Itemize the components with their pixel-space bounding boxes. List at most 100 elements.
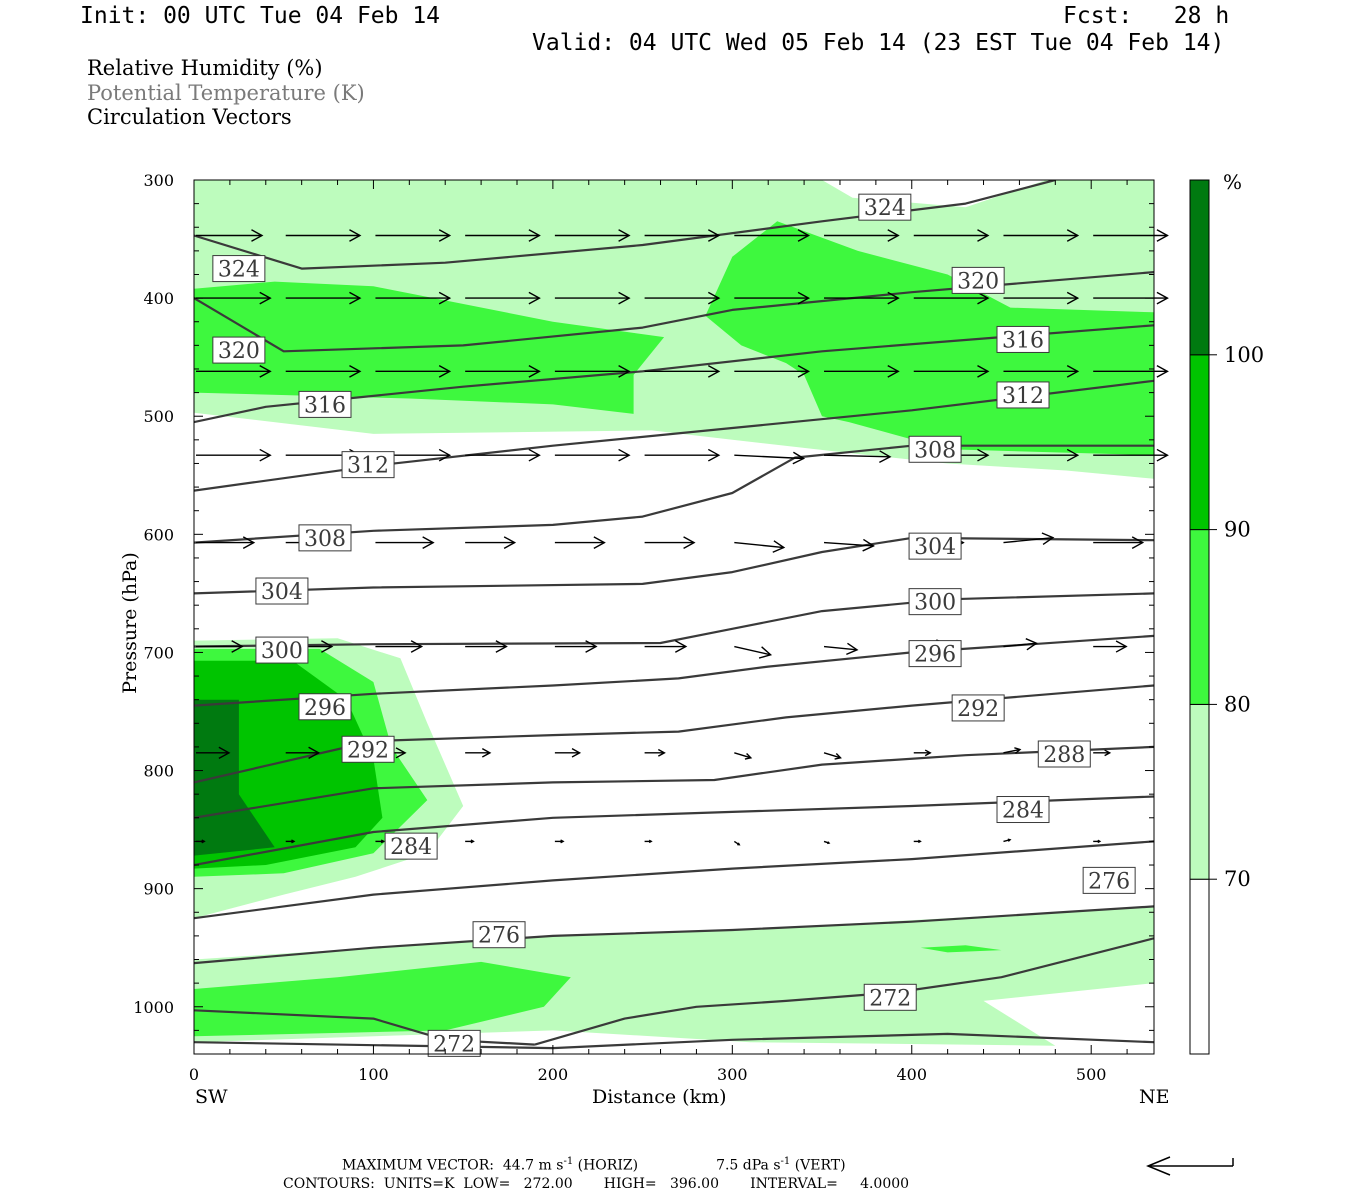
svg-text:316: 316: [1002, 328, 1044, 353]
x-tick-label: 500: [1076, 1065, 1107, 1084]
theta-label-320: 320: [951, 266, 1005, 294]
theta-label-304: 304: [908, 532, 962, 560]
svg-text:296: 296: [914, 643, 956, 668]
circulation-vector: [554, 536, 606, 549]
axes-layer: 0 100 200 300 400 500 300 400 500 600 700 800 900 100…: [133, 171, 1155, 1084]
circulation-vector: [913, 364, 990, 378]
circulation-vector: [824, 291, 900, 305]
legend-vectors-label: Circulation Vectors: [87, 105, 292, 129]
theta-label-300: 300: [255, 636, 309, 664]
theta-label-288: 288: [1037, 740, 1091, 768]
circulation-vector: [285, 746, 321, 759]
colorbar-level-label: 80: [1224, 692, 1251, 716]
y-tick-label: 400: [143, 289, 174, 308]
circulation-vector: [823, 752, 842, 760]
theta-label-276: 276: [1082, 866, 1136, 894]
circulation-vector: [734, 752, 753, 760]
theta-label-272: 272: [863, 983, 917, 1011]
svg-text:300: 300: [261, 639, 303, 664]
svg-text:304: 304: [914, 535, 956, 560]
circulation-vector: [554, 448, 631, 462]
theta-label-324: 324: [212, 255, 266, 283]
theta-label-284: 284: [384, 832, 438, 860]
circulation-vector: [196, 448, 272, 462]
theta-contour-272: [194, 1009, 535, 1046]
theta-contour-324: [194, 180, 1056, 270]
colorbar-segment: [1189, 354, 1210, 531]
theta-contour-288: [194, 745, 1154, 819]
x-axis-title: Distance (km): [592, 1086, 727, 1108]
circulation-vector: [196, 536, 256, 549]
y-tick-label: 1000: [133, 998, 174, 1017]
vector-layer: [196, 229, 1169, 846]
svg-text:324: 324: [864, 196, 906, 221]
theta-contour-308: [194, 444, 1154, 544]
theta-label-316: 316: [996, 325, 1050, 353]
y-tick-label: 800: [143, 762, 174, 781]
x-tick-label: 300: [717, 1065, 748, 1084]
circulation-vector: [196, 364, 272, 378]
circulation-vector: [465, 364, 541, 378]
svg-text:272: 272: [869, 986, 911, 1011]
circulation-vector: [285, 839, 296, 844]
svg-text:300: 300: [914, 591, 956, 616]
svg-text:312: 312: [347, 454, 389, 479]
svg-text:292: 292: [957, 697, 999, 722]
circulation-vector: [554, 839, 565, 844]
theta-label-284: 284: [996, 796, 1050, 824]
circulation-vector: [734, 229, 811, 242]
contours-info: CONTOURS: UNITS=K LOW= 272.00 HIGH= 396.…: [283, 1176, 910, 1192]
circulation-vector: [644, 229, 721, 242]
circulation-vector: [465, 748, 492, 758]
circulation-vector: [1093, 640, 1128, 653]
circulation-vector: [285, 364, 362, 378]
valid-time: Valid: 04 UTC Wed 05 Feb 14 (23 EST Tue …: [532, 30, 1225, 56]
colorbar-segment: [1189, 703, 1210, 880]
reference-vector-arrow: [1146, 1156, 1234, 1176]
circulation-vector: [734, 645, 773, 659]
circulation-vector: [465, 291, 541, 305]
theta-label-320: 320: [212, 336, 266, 364]
circulation-vector: [196, 746, 231, 759]
circulation-vector: [375, 536, 435, 549]
circulation-vector: [1093, 839, 1102, 844]
init-time: Init: 00 UTC Tue 04 Feb 14: [80, 3, 441, 29]
forecast-hour: Fcst: 28 h: [1063, 3, 1230, 29]
circulation-vector: [644, 291, 721, 305]
circulation-vector: [465, 448, 541, 462]
circulation-vector: [554, 748, 582, 758]
theta-label-layer: 324 324 320 320 316 316 312 312 308 308 304 304 300 3…: [212, 193, 1136, 1057]
theta-contour-272: [534, 937, 1154, 1046]
circulation-vector: [824, 364, 900, 378]
circulation-vector: [913, 291, 990, 305]
circulation-vector: [644, 839, 653, 844]
theta-contour-284: [194, 795, 1154, 867]
circulation-vector: [1003, 838, 1012, 843]
circulation-vector: [824, 229, 900, 242]
circulation-vector: [913, 229, 990, 242]
y-tick-label: 700: [143, 643, 174, 662]
circulation-vector: [734, 451, 806, 465]
svg-text:288: 288: [1043, 743, 1085, 768]
rh-region-80-9: [920, 945, 1002, 953]
circulation-vector: [465, 839, 475, 844]
theta-contour-280: [194, 840, 1154, 920]
circulation-vector: [375, 229, 452, 242]
theta-label-292: 292: [341, 735, 395, 763]
circulation-vector: [734, 291, 811, 305]
circulation-vector: [375, 640, 424, 653]
circulation-vector: [285, 291, 362, 305]
colorbar-level-label: 90: [1224, 518, 1251, 542]
svg-text:296: 296: [304, 696, 346, 721]
svg-text:272: 272: [433, 1032, 475, 1057]
svg-text:292: 292: [347, 738, 389, 763]
y-tick-label: 500: [143, 407, 174, 426]
circulation-vector: [1093, 448, 1169, 462]
circulation-vector: [823, 642, 859, 655]
x-tick-label: 0: [189, 1065, 199, 1084]
circulation-vector: [554, 229, 631, 242]
circulation-vector: [1003, 448, 1080, 462]
svg-text:320: 320: [218, 339, 260, 364]
circulation-vector: [196, 229, 264, 242]
theta-label-300: 300: [908, 588, 962, 616]
